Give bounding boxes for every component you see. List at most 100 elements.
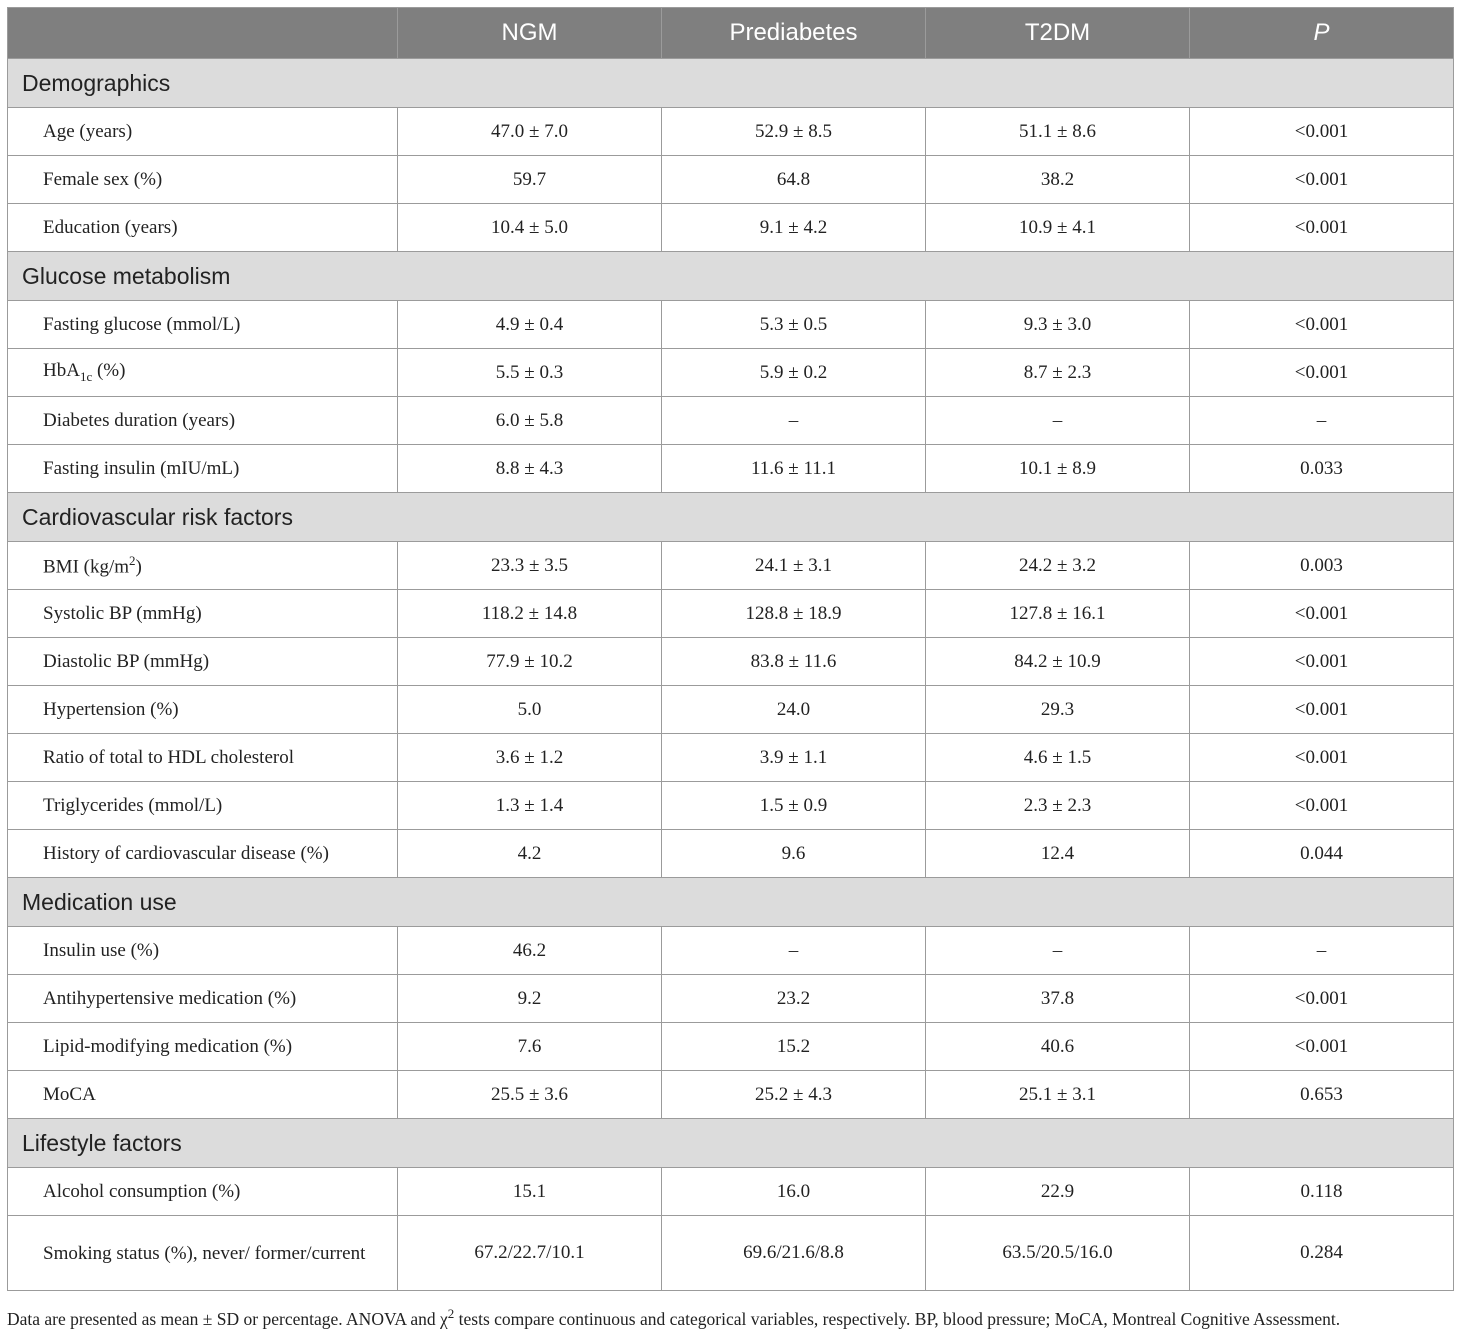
ngm-value-cell: 5.5 ± 0.3 — [397, 348, 662, 397]
prediabetes-value-cell: 9.1 ± 4.2 — [661, 203, 926, 252]
header-cell-p: P — [1189, 7, 1454, 59]
row-label: Alcohol consumption (%) — [7, 1167, 398, 1216]
row-label: Systolic BP (mmHg) — [7, 589, 398, 638]
table-row: Diastolic BP (mmHg) 77.9 ± 10.2 83.8 ± 11.… — [7, 637, 1454, 686]
row-label-suffix: ) — [135, 556, 142, 578]
t2dm-value-cell: 40.6 — [925, 1022, 1190, 1071]
row-label: Triglycerides (mmol/L) — [7, 781, 398, 830]
t2dm-value-cell: 38.2 — [925, 155, 1190, 204]
ngm-value-cell: 7.6 — [397, 1022, 662, 1071]
p-value-cell: 0.044 — [1189, 829, 1454, 878]
p-value-cell: <0.001 — [1189, 1022, 1454, 1071]
row-label-text: Diastolic BP (mmHg) — [43, 650, 210, 672]
table-row: Hypertension (%) 5.0 24.0 29.3 <0.001 — [7, 685, 1454, 734]
header-cell-prediabetes: Prediabetes — [661, 7, 926, 59]
row-label-subscript: 1c — [79, 368, 93, 384]
row-label-text: Female sex (%) — [43, 168, 163, 190]
prediabetes-value-cell: 1.5 ± 0.9 — [661, 781, 926, 830]
row-label: Diabetes duration (years) — [7, 396, 398, 445]
ngm-value-cell: 3.6 ± 1.2 — [397, 733, 662, 782]
t2dm-value-cell: 8.7 ± 2.3 — [925, 348, 1190, 397]
row-label-text: Fasting glucose (mmol/L) — [43, 313, 241, 335]
row-label: History of cardiovascular disease (%) — [7, 829, 398, 878]
ngm-value-cell: 25.5 ± 3.6 — [397, 1070, 662, 1119]
ngm-value-cell: 5.0 — [397, 685, 662, 734]
p-value-cell: 0.003 — [1189, 541, 1454, 590]
footnote-text-after: tests compare continuous and categorical… — [454, 1308, 1341, 1329]
t2dm-value-cell: – — [925, 926, 1190, 975]
t2dm-value-cell: 29.3 — [925, 685, 1190, 734]
header-cell-t2dm: T2DM — [925, 7, 1190, 59]
t2dm-value-cell: 25.1 ± 3.1 — [925, 1070, 1190, 1119]
ngm-value-cell: 1.3 ± 1.4 — [397, 781, 662, 830]
section-title: Medication use — [7, 877, 1454, 927]
t2dm-value-cell: 9.3 ± 3.0 — [925, 300, 1190, 349]
p-value-cell: <0.001 — [1189, 300, 1454, 349]
table-body: Demographics Age (years) 47.0 ± 7.0 52.9 ± … — [7, 58, 1454, 1291]
t2dm-value-cell: 84.2 ± 10.9 — [925, 637, 1190, 686]
table-row: Alcohol consumption (%) 15.1 16.0 22.9 0.118 — [7, 1167, 1454, 1216]
table-row: Insulin use (%) 46.2– – – — [7, 926, 1454, 975]
t2dm-value-cell: 10.1 ± 8.9 — [925, 444, 1190, 493]
ngm-value-cell: 67.2/22.7/10.1 — [397, 1215, 662, 1291]
ngm-value-cell: 6.0 ± 5.8 — [397, 396, 662, 445]
t2dm-value-cell: 37.8 — [925, 974, 1190, 1023]
table-row: Diabetes duration (years) 6.0 ± 5.8– – – — [7, 396, 1454, 445]
prediabetes-value-cell: – — [661, 396, 926, 445]
ngm-value-cell: 10.4 ± 5.0 — [397, 203, 662, 252]
prediabetes-value-cell: 128.8 ± 18.9 — [661, 589, 926, 638]
ngm-value-cell: 15.1 — [397, 1167, 662, 1216]
table-row: Education (years) 10.4 ± 5.0 9.1 ± 4.2 10.9… — [7, 203, 1454, 252]
p-value-cell: – — [1189, 396, 1454, 445]
section-row: Cardiovascular risk factors — [7, 492, 1454, 542]
row-label-text: Age (years) — [43, 120, 133, 142]
table-row: MoCA 25.5 ± 3.6 25.2 ± 4.3 25.1 ± 3.1 0.653 — [7, 1070, 1454, 1119]
t2dm-value-cell: – — [925, 396, 1190, 445]
section-title: Glucose metabolism — [7, 251, 1454, 301]
table-row: Smoking status (%), never/ former/curren… — [7, 1215, 1454, 1291]
p-value-cell: – — [1189, 926, 1454, 975]
prediabetes-value-cell: 9.6 — [661, 829, 926, 878]
row-label-text: HbA — [43, 360, 80, 382]
p-value-cell: <0.001 — [1189, 107, 1454, 156]
row-label-text: Fasting insulin (mIU/mL) — [43, 457, 240, 479]
table-container: NGM Prediabetes T2DM P Demographics Age (… — [7, 7, 1454, 1291]
table-row: Ratio of total to HDL cholesterol 3.6 ± 1… — [7, 733, 1454, 782]
footnote-superscript: 2 — [447, 1306, 455, 1321]
row-label-text: MoCA — [43, 1083, 96, 1105]
row-label: MoCA — [7, 1070, 398, 1119]
ngm-value-cell: 4.9 ± 0.4 — [397, 300, 662, 349]
ngm-value-cell: 9.2 — [397, 974, 662, 1023]
table-row: BMI (kg/m2) 23.3 ± 3.5 24.1 ± 3.1 24.2 ± 3.… — [7, 541, 1454, 590]
row-label: Diastolic BP (mmHg) — [7, 637, 398, 686]
t2dm-value-cell: 22.9 — [925, 1167, 1190, 1216]
row-label-text: History of cardiovascular disease (%) — [43, 842, 329, 864]
t2dm-value-cell: 12.4 — [925, 829, 1190, 878]
characteristics-table: NGM Prediabetes T2DM P Demographics Age (… — [7, 7, 1454, 1291]
section-row: Glucose metabolism — [7, 251, 1454, 301]
ngm-value-cell: 118.2 ± 14.8 — [397, 589, 662, 638]
header-row: NGM Prediabetes T2DM P — [7, 7, 1454, 59]
row-label: Age (years) — [7, 107, 398, 156]
row-label-text: Diabetes duration (years) — [43, 409, 236, 431]
prediabetes-value-cell: 24.1 ± 3.1 — [661, 541, 926, 590]
p-value-cell: 0.118 — [1189, 1167, 1454, 1216]
section-row: Lifestyle factors — [7, 1118, 1454, 1168]
prediabetes-value-cell: 52.9 ± 8.5 — [661, 107, 926, 156]
row-label: Hypertension (%) — [7, 685, 398, 734]
ngm-value-cell: 23.3 ± 3.5 — [397, 541, 662, 590]
row-label: HbA1c (%) — [7, 348, 398, 397]
table-row: Age (years) 47.0 ± 7.0 52.9 ± 8.5 51.1 ± 8.… — [7, 107, 1454, 156]
ngm-value-cell: 46.2 — [397, 926, 662, 975]
section-row: Demographics — [7, 58, 1454, 108]
row-label-text: Education (years) — [43, 216, 178, 238]
row-label-text: Antihypertensive medication (%) — [43, 987, 297, 1009]
p-value-cell: <0.001 — [1189, 781, 1454, 830]
row-label: Ratio of total to HDL cholesterol — [7, 733, 398, 782]
row-label-text: BMI (kg/m — [43, 556, 130, 578]
row-label-text: Triglycerides (mmol/L) — [43, 794, 223, 816]
section-title: Demographics — [7, 58, 1454, 108]
ngm-value-cell: 4.2 — [397, 829, 662, 878]
prediabetes-value-cell: 23.2 — [661, 974, 926, 1023]
prediabetes-value-cell: 25.2 ± 4.3 — [661, 1070, 926, 1119]
